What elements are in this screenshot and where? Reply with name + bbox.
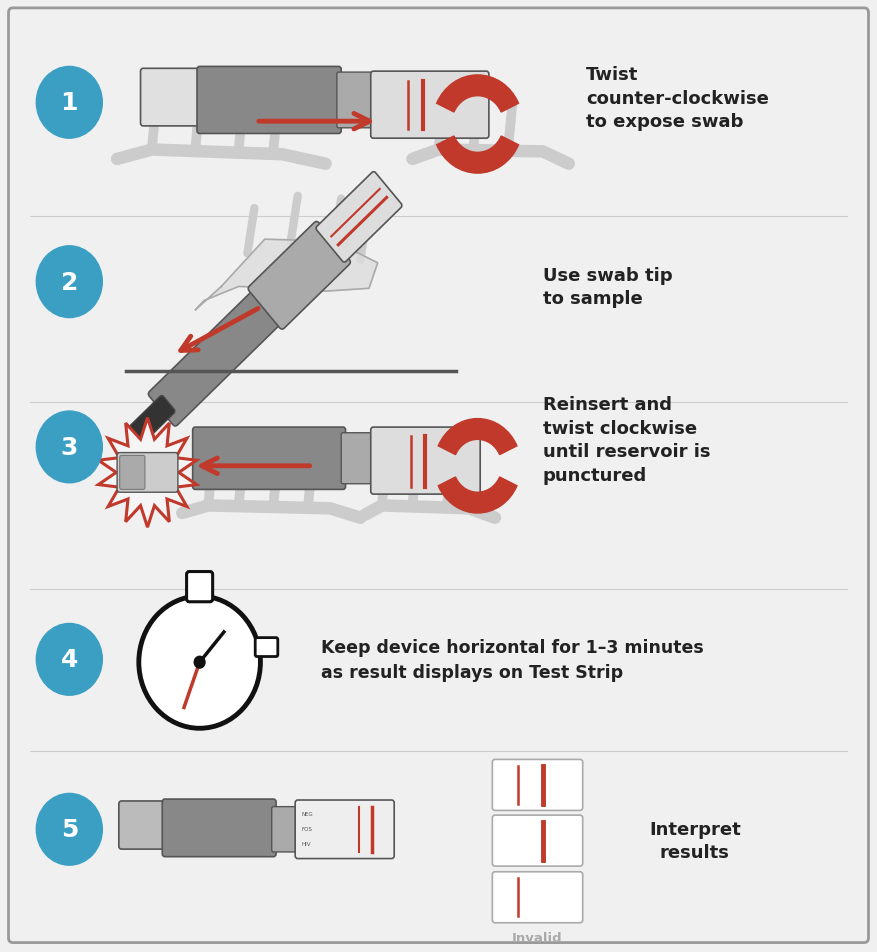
Wedge shape xyxy=(438,478,517,513)
Circle shape xyxy=(36,794,103,865)
Text: 4: 4 xyxy=(61,647,78,672)
Text: FOS: FOS xyxy=(302,826,312,831)
FancyBboxPatch shape xyxy=(296,801,394,859)
FancyBboxPatch shape xyxy=(187,572,212,602)
Polygon shape xyxy=(196,240,378,310)
FancyBboxPatch shape xyxy=(9,9,868,942)
Wedge shape xyxy=(437,137,518,174)
FancyBboxPatch shape xyxy=(162,800,276,857)
Text: 1: 1 xyxy=(61,91,78,115)
Circle shape xyxy=(36,411,103,484)
FancyBboxPatch shape xyxy=(492,815,582,866)
Polygon shape xyxy=(98,418,196,527)
Circle shape xyxy=(36,247,103,318)
FancyBboxPatch shape xyxy=(193,427,346,490)
FancyBboxPatch shape xyxy=(371,72,488,139)
Circle shape xyxy=(194,656,206,669)
FancyBboxPatch shape xyxy=(140,69,203,127)
Text: HIV: HIV xyxy=(302,842,310,846)
Text: 2: 2 xyxy=(61,270,78,294)
Text: Use swab tip
to sample: Use swab tip to sample xyxy=(543,267,673,307)
FancyBboxPatch shape xyxy=(130,396,175,443)
FancyBboxPatch shape xyxy=(492,872,582,922)
Text: Invalid: Invalid xyxy=(512,931,563,944)
FancyBboxPatch shape xyxy=(341,433,375,485)
Text: Twist
counter-clockwise
to expose swab: Twist counter-clockwise to expose swab xyxy=(586,66,769,131)
FancyBboxPatch shape xyxy=(492,760,582,810)
FancyBboxPatch shape xyxy=(118,802,168,849)
Text: NEG: NEG xyxy=(302,811,313,816)
Circle shape xyxy=(139,597,260,728)
Text: Reinsert and
twist clockwise
until reservoir is
punctured: Reinsert and twist clockwise until reser… xyxy=(543,395,710,485)
FancyBboxPatch shape xyxy=(272,806,300,852)
FancyBboxPatch shape xyxy=(248,222,350,329)
FancyBboxPatch shape xyxy=(119,456,145,490)
FancyBboxPatch shape xyxy=(148,289,282,426)
Text: Keep device horizontal for 1–3 minutes
as result displays on Test Strip: Keep device horizontal for 1–3 minutes a… xyxy=(321,638,704,681)
FancyBboxPatch shape xyxy=(337,73,375,129)
Text: Negative: Negative xyxy=(504,819,571,832)
Circle shape xyxy=(36,624,103,696)
FancyBboxPatch shape xyxy=(316,172,402,263)
FancyBboxPatch shape xyxy=(371,427,481,495)
Text: 5: 5 xyxy=(61,818,78,842)
FancyBboxPatch shape xyxy=(118,453,178,493)
Wedge shape xyxy=(437,76,518,113)
Text: 3: 3 xyxy=(61,435,78,460)
Wedge shape xyxy=(438,419,517,455)
FancyBboxPatch shape xyxy=(197,68,341,134)
Text: Positive: Positive xyxy=(508,875,567,887)
Text: Interpret
results: Interpret results xyxy=(649,820,741,862)
FancyBboxPatch shape xyxy=(255,638,278,657)
Circle shape xyxy=(36,68,103,139)
